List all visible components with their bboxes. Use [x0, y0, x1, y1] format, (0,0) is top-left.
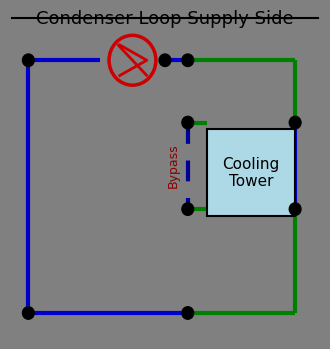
Circle shape — [159, 54, 171, 66]
Text: Cooling
Tower: Cooling Tower — [223, 157, 280, 189]
Circle shape — [22, 307, 34, 319]
Text: Bypass: Bypass — [167, 143, 180, 188]
Circle shape — [289, 203, 301, 215]
Circle shape — [182, 307, 194, 319]
Circle shape — [182, 203, 194, 215]
Circle shape — [182, 54, 194, 66]
Text: Condenser Loop Supply Side: Condenser Loop Supply Side — [36, 10, 294, 28]
Circle shape — [289, 116, 301, 129]
Circle shape — [22, 54, 34, 66]
FancyBboxPatch shape — [207, 129, 295, 216]
Circle shape — [182, 116, 194, 129]
